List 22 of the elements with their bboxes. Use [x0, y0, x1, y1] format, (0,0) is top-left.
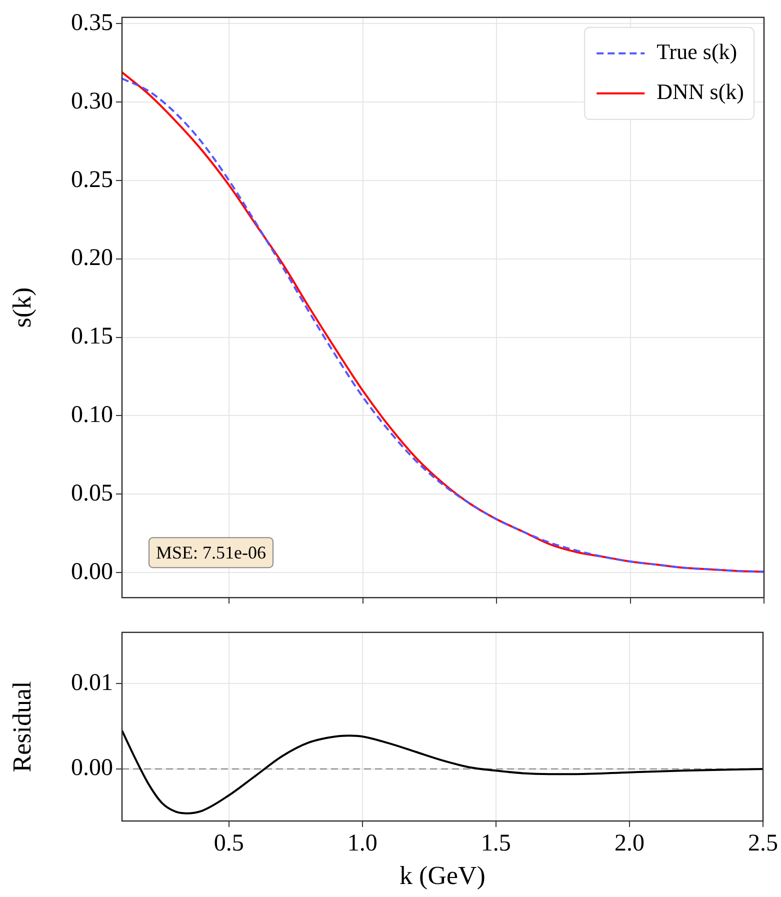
x-axis-title: k (GeV) [400, 861, 486, 890]
y-tick-label: 0.00 [71, 558, 113, 585]
y-tick-label: 0.35 [71, 10, 113, 36]
y-axis-title: Residual [7, 681, 36, 772]
y-tick-label: 0.10 [71, 402, 113, 428]
y-tick-label: 0.01 [71, 670, 113, 696]
y-tick-label: 0.05 [71, 480, 113, 506]
legend-label: True s(k) [656, 39, 738, 64]
y-tick-label: 0.30 [71, 88, 113, 114]
x-tick-label: 1.0 [347, 830, 378, 857]
y-axis-title: s(k) [7, 287, 36, 328]
y-tick-label: 0.00 [71, 755, 113, 782]
y-tick-label: 0.15 [71, 324, 113, 350]
x-tick-label: 1.5 [480, 830, 511, 857]
x-tick-label: 2.5 [748, 830, 778, 857]
line-series [122, 730, 763, 814]
legend-label: DNN s(k) [656, 79, 744, 104]
y-tick-label: 0.25 [71, 166, 113, 193]
y-tick-label: 0.20 [71, 245, 113, 272]
annotation: MSE: 7.51e-06 [156, 542, 266, 562]
x-tick-label: 2.0 [614, 830, 644, 857]
x-tick-label: 0.5 [214, 830, 244, 857]
